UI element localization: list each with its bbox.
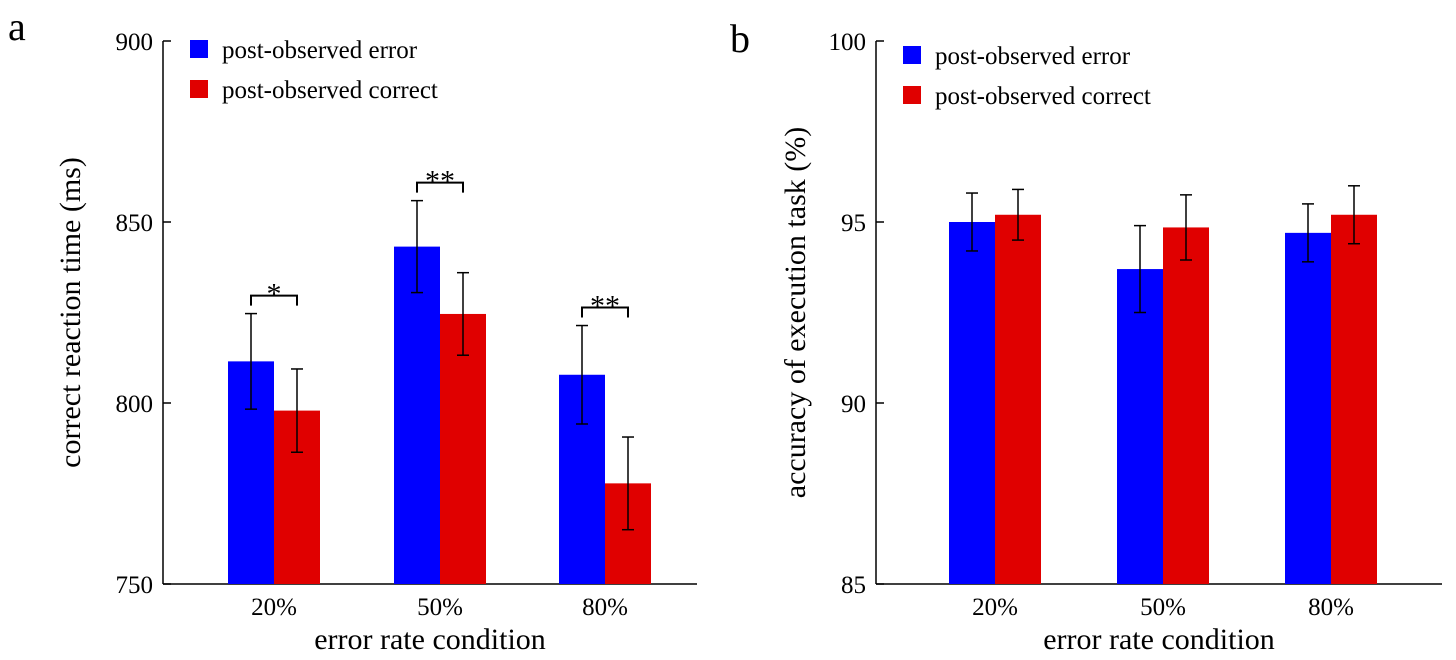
x-tick-label: 50% (1140, 594, 1186, 621)
significance-star: ** (590, 290, 620, 323)
bar-post-error-50pct (394, 246, 440, 584)
x-tick-label: 80% (582, 594, 628, 621)
legend-label-post-correct: post-observed correct (222, 77, 438, 104)
bar-post-correct-20pct (995, 214, 1041, 584)
x-axis-title: error rate condition (314, 623, 546, 656)
legend-label-post-error: post-observed error (222, 37, 418, 64)
y-tick-label: 900 (116, 29, 154, 56)
legend-label-post-error: post-observed error (935, 43, 1131, 70)
panel-letter-b: b (730, 16, 750, 61)
chart-panel-a: a 750 800 850 900 20% * 50% ** 80% ** error rate c… (8, 4, 697, 656)
legend-swatch-post-error (190, 40, 208, 58)
significance-bracket (416, 181, 464, 193)
bar-post-error-20pct (949, 222, 995, 584)
x-tick-label: 20% (251, 594, 297, 621)
y-axis-title: correct reaction time (ms) (54, 157, 87, 468)
panel-letter-a: a (8, 4, 26, 49)
y-tick-label: 95 (841, 210, 866, 237)
bar-post-correct-80pct (1331, 214, 1377, 584)
x-tick-label: 80% (1308, 594, 1354, 621)
bar-post-error-80pct (1285, 232, 1331, 585)
legend-swatch-post-error (903, 46, 921, 64)
significance-bracket (581, 306, 629, 318)
y-tick-label: 800 (116, 391, 154, 418)
bar-post-error-50pct (1117, 269, 1163, 584)
significance-star: * (267, 278, 282, 311)
bar-post-correct-50pct (1163, 227, 1209, 584)
legend-swatch-post-correct (903, 86, 921, 104)
legend-swatch-post-correct (190, 80, 208, 98)
y-tick-label: 90 (841, 391, 866, 418)
chart-panel-b: b 85 90 95 100 20% 50% 80% error rate condition… (730, 16, 1442, 656)
x-axis-title: error rate condition (1043, 623, 1275, 656)
x-tick-label: 20% (972, 594, 1018, 621)
y-tick-label: 750 (116, 572, 154, 599)
x-tick-label: 50% (417, 594, 463, 621)
y-axis-title: accuracy of execution task (%) (779, 127, 812, 498)
y-tick-label: 100 (829, 29, 867, 56)
y-tick-label: 850 (116, 210, 154, 237)
bar-post-correct-50pct (440, 313, 486, 584)
y-tick-label: 85 (841, 572, 866, 599)
legend-label-post-correct: post-observed correct (935, 83, 1151, 110)
significance-bracket (250, 294, 298, 306)
significance-star: ** (425, 165, 455, 198)
